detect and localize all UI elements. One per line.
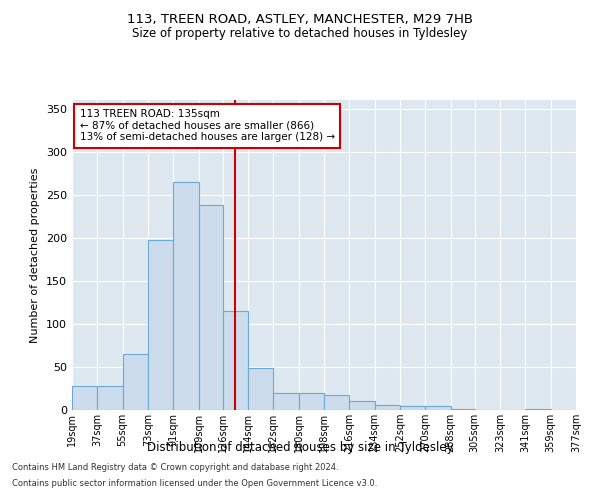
Bar [122,354,148,410]
Bar [199,205,223,410]
Bar [324,394,349,410]
Bar [248,368,274,410]
Text: Contains public sector information licensed under the Open Government Licence v3: Contains public sector information licen… [12,478,377,488]
Y-axis label: Number of detached properties: Number of detached properties [31,168,40,342]
Text: Contains HM Land Registry data © Crown copyright and database right 2024.: Contains HM Land Registry data © Crown c… [12,464,338,472]
Text: 113 TREEN ROAD: 135sqm
← 87% of detached houses are smaller (866)
13% of semi-de: 113 TREEN ROAD: 135sqm ← 87% of detached… [80,110,335,142]
Bar [299,393,324,410]
Bar [274,393,299,410]
Bar [173,182,199,410]
Bar [374,405,400,410]
Bar [451,409,475,410]
Text: Size of property relative to detached houses in Tyldesley: Size of property relative to detached ho… [133,28,467,40]
Bar [223,311,248,410]
Bar [425,406,451,410]
Bar [148,240,173,410]
Bar [72,386,97,410]
Bar [349,402,374,410]
Bar [400,406,425,410]
Text: 113, TREEN ROAD, ASTLEY, MANCHESTER, M29 7HB: 113, TREEN ROAD, ASTLEY, MANCHESTER, M29… [127,12,473,26]
Text: Distribution of detached houses by size in Tyldesley: Distribution of detached houses by size … [146,441,454,454]
Bar [97,386,122,410]
Bar [526,409,551,410]
